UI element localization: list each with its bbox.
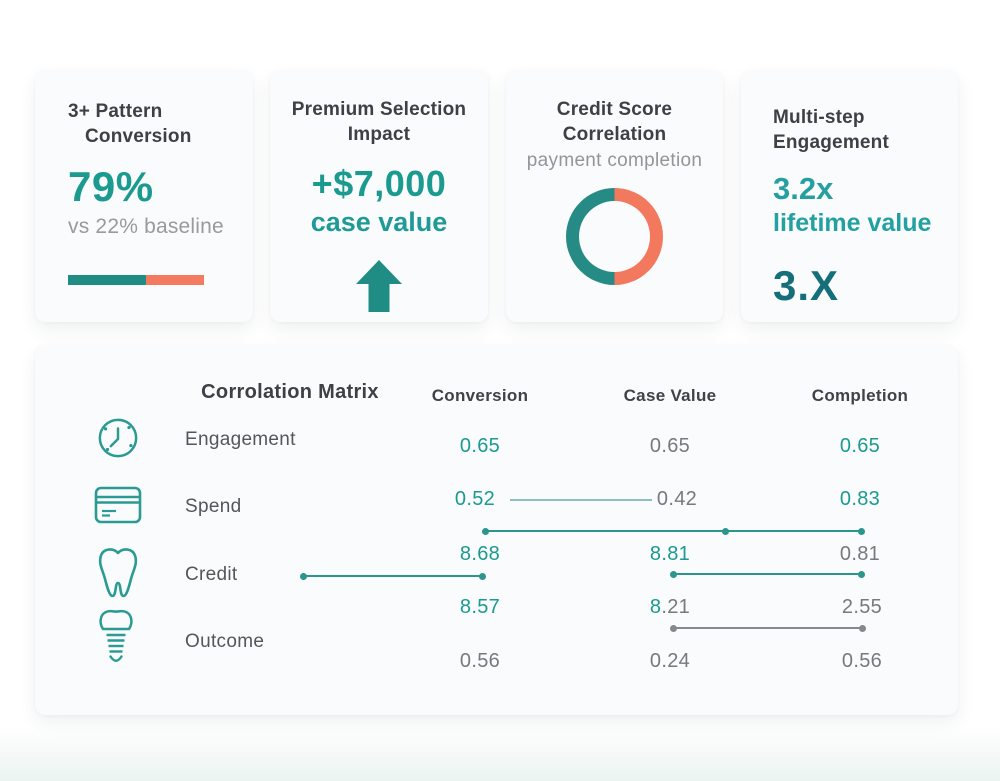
- dental-implant-icon: [92, 607, 140, 669]
- connector-line: [510, 499, 652, 501]
- card-title-line1: Multi-step: [773, 107, 865, 128]
- kpi-card-premium-impact: Premium Selection Impact +$7,000 case va…: [270, 70, 488, 322]
- column-header-completion: Completion: [811, 386, 909, 405]
- matrix-value: 0.52: [454, 488, 496, 510]
- matrix-value: 0.42: [656, 488, 698, 510]
- matrix-value: 0.56: [841, 650, 883, 672]
- line-dot: [479, 572, 486, 580]
- matrix-value: 0.56: [459, 650, 501, 672]
- connector-line: [670, 570, 865, 578]
- card-title: Multi-step Engagement: [773, 106, 958, 155]
- metric-value: +$7,000: [311, 163, 447, 205]
- line-dot: [859, 624, 866, 632]
- metric-caption: payment completion: [526, 150, 703, 172]
- card-title-line1: 3+ Pattern: [68, 101, 163, 122]
- matrix-value: 8.21: [650, 596, 690, 619]
- tooth-icon: [95, 546, 141, 602]
- card-title: Premium Selection Impact: [270, 98, 488, 147]
- card-title-line2: Engagement: [773, 131, 890, 153]
- card-title-line2: Conversion: [85, 125, 192, 147]
- line-dot: [722, 527, 729, 535]
- connector-line: [670, 624, 866, 632]
- connector-line: [300, 572, 486, 580]
- matrix-value: 8.81: [649, 543, 691, 565]
- line-dot: [670, 624, 677, 632]
- card-title-line1: Credit Score: [556, 99, 673, 120]
- matrix-value: 0.81: [839, 543, 881, 565]
- matrix-value: 8.68: [459, 543, 501, 565]
- card-title: Credit Score Correlation: [506, 98, 723, 147]
- metric-caption: lifetime value: [773, 209, 932, 238]
- progress-bar-orange-segment: [145, 275, 204, 286]
- kpi-card-pattern-conversion: 3+ Pattern Conversion 79% vs 22% baselin…: [35, 70, 253, 322]
- column-header-case-value: Case Value: [623, 386, 717, 405]
- line-dot: [300, 572, 307, 580]
- metric-value: 79%: [68, 163, 154, 211]
- matrix-value: 2.55: [841, 596, 883, 618]
- metric-caption: case value: [310, 207, 448, 238]
- line-dot: [858, 570, 865, 578]
- line-dot: [482, 527, 489, 535]
- matrix-value: 0.65: [649, 435, 691, 457]
- card-title: 3+ Pattern Conversion: [68, 100, 253, 149]
- clock-icon: [97, 417, 139, 459]
- row-label-spend: Spend: [185, 496, 242, 517]
- matrix-title: Corrolation Matrix: [201, 381, 379, 403]
- card-title-line1: Premium Selection: [291, 99, 467, 120]
- matrix-value-rest: .21: [661, 596, 691, 618]
- metric-caption: vs 22% baseline: [68, 215, 224, 239]
- correlation-matrix-card: Corrolation Matrix Conversion Case Value…: [35, 345, 958, 715]
- credit-card-icon: [94, 484, 142, 526]
- card-title-line2: Impact: [347, 123, 411, 145]
- line-dot: [670, 570, 677, 578]
- arrow-up-icon: [270, 260, 488, 313]
- column-header-conversion: Conversion: [431, 386, 529, 405]
- matrix-value: 0.65: [459, 435, 501, 457]
- matrix-value: 0.83: [839, 488, 881, 510]
- kpi-card-credit-correlation: Credit Score Correlation payment complet…: [506, 70, 723, 322]
- row-label-outcome: Outcome: [185, 631, 265, 652]
- progress-bar: [68, 275, 204, 286]
- line-dot: [858, 527, 865, 535]
- matrix-value: 0.24: [649, 650, 691, 672]
- matrix-value: 0.65: [839, 435, 881, 457]
- donut-chart: [566, 188, 663, 286]
- card-title-line2: Correlation: [562, 123, 667, 145]
- matrix-value-prefix: 8: [649, 596, 662, 618]
- progress-bar-teal-segment: [68, 275, 146, 286]
- metric-value: 3.2x: [773, 171, 834, 207]
- row-label-engagement: Engagement: [185, 429, 296, 450]
- connector-line: [482, 527, 865, 535]
- metric-value-secondary: 3.X: [773, 262, 840, 310]
- kpi-card-multistep-engagement: Multi-step Engagement 3.2x lifetime valu…: [741, 70, 958, 322]
- row-label-credit: Credit: [185, 564, 238, 585]
- matrix-value: 8.57: [459, 596, 501, 618]
